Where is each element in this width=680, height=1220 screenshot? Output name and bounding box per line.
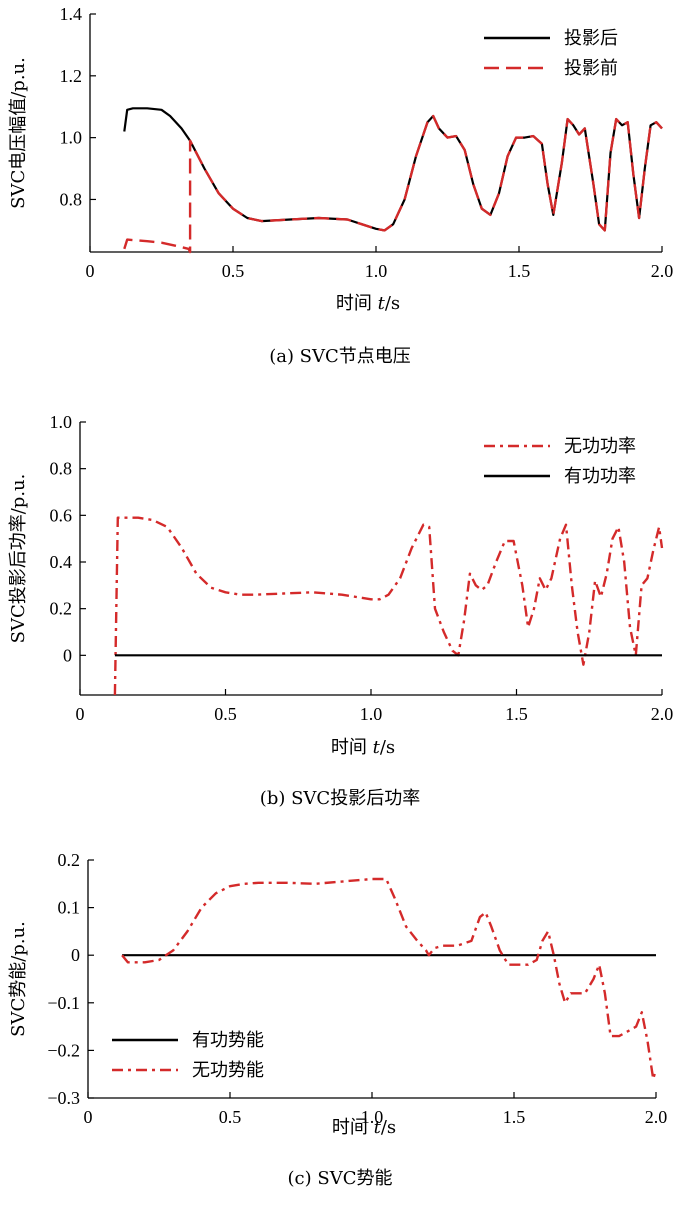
series-line-0 [123, 107, 663, 232]
y-tick-label: 0.6 [50, 505, 73, 525]
x-tick-label: 1.5 [505, 704, 528, 724]
x-axis-label-var: t [378, 293, 386, 314]
x-tick-label: 1.0 [360, 704, 383, 724]
x-axis-label-text: 时间 [331, 737, 373, 758]
chart-caption: (b) SVC投影后功率 [260, 788, 420, 809]
x-axis-label-var: t [374, 1117, 382, 1138]
y-tick-label: 1.0 [60, 128, 83, 148]
x-tick-label: 0.5 [214, 704, 237, 724]
x-tick-label: 0 [86, 261, 95, 281]
y-tick-label: 0.1 [58, 898, 81, 918]
chart-caption: (c) SVC势能 [288, 1168, 393, 1189]
legend-label: 投影后 [564, 28, 618, 49]
x-axis-label-text: 时间 [332, 1117, 374, 1138]
series-line-1 [123, 114, 663, 254]
y-tick-label: 0.2 [58, 850, 81, 870]
y-tick-label: 0 [71, 945, 80, 965]
y-tick-label: 0 [63, 645, 72, 665]
x-tick-label: 1.5 [503, 1107, 526, 1127]
y-tick-label: −0.3 [47, 1088, 80, 1108]
y-tick-label: −0.2 [47, 1040, 80, 1060]
y-tick-label: 0.4 [50, 552, 73, 572]
legend-label: 投影前 [564, 58, 618, 79]
x-tick-label: 0.5 [219, 1107, 242, 1127]
x-tick-label: 0 [84, 1107, 93, 1127]
x-axis-label: 时间 t/s [331, 737, 395, 758]
y-tick-label: 1.0 [50, 412, 73, 432]
x-tick-label: 1.0 [361, 1107, 384, 1127]
y-tick-label: 0.8 [50, 459, 73, 479]
y-tick-label: 1.4 [60, 4, 83, 24]
x-tick-label: 0 [76, 704, 85, 724]
x-axis-label-unit: /s [385, 293, 400, 314]
y-tick-label: 0.2 [50, 599, 73, 619]
y-tick-label: 1.2 [60, 66, 83, 86]
legend-label: 无功势能 [192, 1060, 264, 1081]
legend-label: 有功势能 [192, 1030, 264, 1051]
x-axis-label: 时间 t/s [332, 1117, 396, 1138]
chart-caption: (a) SVC节点电压 [269, 346, 411, 367]
y-axis-label: SVC电压幅值/p.u. [8, 57, 29, 209]
x-tick-label: 0.5 [222, 261, 245, 281]
x-tick-label: 2.0 [651, 261, 674, 281]
x-axis-label-unit: /s [380, 737, 395, 758]
y-axis-label: SVC投影后功率/p.u. [8, 474, 29, 644]
legend-label: 有功功率 [564, 466, 636, 487]
series-line-1 [121, 877, 658, 1081]
x-tick-label: 2.0 [645, 1107, 668, 1127]
series-line-0 [113, 516, 664, 696]
chart-panel-0: 0 0.5 1.0 1.5 2.0 0.8 1.0 1.2 1.4 SVC电压幅值/p.u. 时间 … [8, 4, 673, 367]
x-tick-label: 2.0 [651, 704, 674, 724]
y-tick-label: −0.1 [47, 993, 80, 1013]
x-tick-label: 1.5 [508, 261, 531, 281]
x-tick-label: 1.0 [365, 261, 388, 281]
y-tick-label: 0.8 [60, 189, 83, 209]
y-axis-label: SVC势能/p.u. [8, 921, 29, 1037]
x-axis-label-var: t [373, 737, 381, 758]
x-axis-label-text: 时间 [336, 293, 378, 314]
chart-panel-2: 0 0.5 1.0 1.5 2.0 −0.3 −0.2 −0.1 0 0.1 0.2 SVC势能/p.… [8, 850, 667, 1189]
chart-panel-1: 0 0.5 1.0 1.5 2.0 0 0.2 0.4 0.6 0.8 1.0 SVC投影后功率/p.… [8, 412, 673, 809]
x-axis-label: 时间 t/s [336, 293, 400, 314]
legend-label: 无功功率 [564, 436, 636, 457]
x-axis-label-unit: /s [381, 1117, 396, 1138]
